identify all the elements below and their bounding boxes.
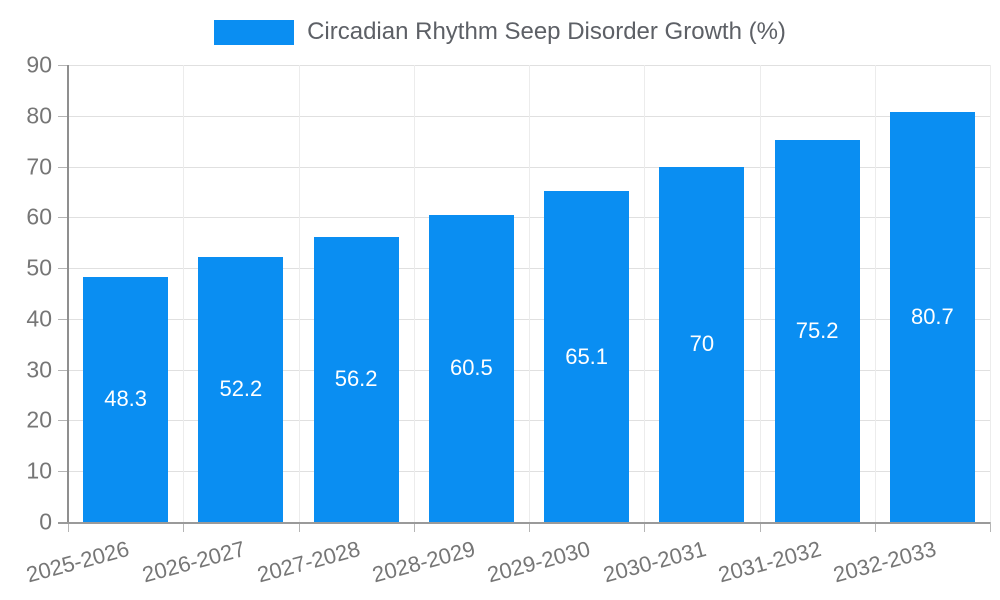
y-axis-tick — [58, 166, 68, 168]
x-axis-tick — [298, 522, 300, 532]
x-gridline — [298, 65, 300, 522]
x-axis-tick — [990, 522, 991, 532]
y-axis-tick-label: 10 — [26, 457, 52, 484]
x-axis-tick — [874, 522, 876, 532]
bar: 65.1 — [544, 191, 630, 522]
x-axis-label: 2032-2033 — [830, 536, 939, 588]
x-gridline — [529, 65, 530, 522]
x-axis-label: 2029-2030 — [484, 536, 594, 588]
legend-swatch-icon — [214, 19, 295, 45]
y-axis-tick — [58, 268, 68, 270]
y-axis-tick-label: 70 — [26, 153, 52, 180]
x-axis-label: 2028-2029 — [369, 536, 478, 588]
y-axis-tick-label: 40 — [26, 305, 52, 332]
bar-value-label: 80.7 — [910, 304, 954, 330]
bar-value-label: 60.5 — [449, 355, 493, 381]
x-axis-label: 2026-2027 — [139, 536, 248, 588]
bar-value-label: 52.2 — [219, 376, 263, 402]
x-axis-tick — [68, 522, 69, 532]
bar: 56.2 — [313, 236, 399, 522]
y-axis-tick — [58, 217, 68, 219]
bar-value-label: 48.3 — [104, 386, 148, 412]
x-axis-tick — [183, 522, 185, 532]
x-gridline — [413, 65, 415, 522]
bar-value-label: 75.2 — [795, 318, 839, 344]
bar-value-label: 56.2 — [334, 366, 378, 392]
y-axis-tick-label: 60 — [26, 203, 52, 230]
y-axis-tick-label: 20 — [26, 406, 52, 433]
bar: 75.2 — [774, 140, 860, 522]
y-axis-tick — [58, 65, 68, 66]
x-gridline — [990, 65, 991, 522]
x-axis-tick — [644, 522, 646, 532]
plot-area: 0 10 20 30 40 50 60 70 80 90 48.3 2025-2026 52.2 2026… — [24, 52, 991, 587]
y-axis-tick — [58, 420, 68, 422]
y-axis-tick — [58, 115, 68, 117]
bar: 60.5 — [428, 214, 514, 522]
y-axis-tick-label: 0 — [39, 508, 52, 535]
bar: 70 — [659, 166, 745, 522]
y-axis-tick — [58, 369, 68, 371]
legend-label: Circadian Rhythm Seep Disorder Growth (%… — [307, 18, 786, 45]
bar-value-label: 70 — [689, 331, 715, 357]
bar: 52.2 — [198, 256, 284, 522]
y-axis-line — [67, 65, 69, 522]
x-axis-label: 2030-2031 — [600, 536, 709, 588]
x-gridline — [183, 65, 185, 522]
y-axis-tick-label: 90 — [26, 51, 52, 78]
y-axis-tick — [58, 318, 68, 320]
bar-value-label: 65.1 — [565, 343, 609, 369]
x-gridline — [874, 65, 876, 522]
y-axis-tick-label: 30 — [26, 356, 52, 383]
legend-item[interactable]: Circadian Rhythm Seep Disorder Growth (%… — [0, 14, 1000, 50]
x-axis-label: 2031-2032 — [715, 536, 824, 588]
x-axis-label: 2025-2026 — [23, 536, 133, 588]
x-gridline — [759, 65, 761, 522]
x-axis-tick — [759, 522, 761, 532]
x-axis-label: 2027-2028 — [254, 536, 363, 588]
x-gridline — [644, 65, 646, 522]
x-axis-tick — [413, 522, 415, 532]
y-axis-tick-label: 50 — [26, 254, 52, 281]
x-axis-line — [58, 522, 990, 524]
x-axis-tick — [529, 522, 530, 532]
bar: 48.3 — [83, 276, 169, 522]
y-axis-tick — [58, 471, 68, 473]
y-axis-tick-label: 80 — [26, 102, 52, 129]
bar: 80.7 — [889, 112, 975, 522]
